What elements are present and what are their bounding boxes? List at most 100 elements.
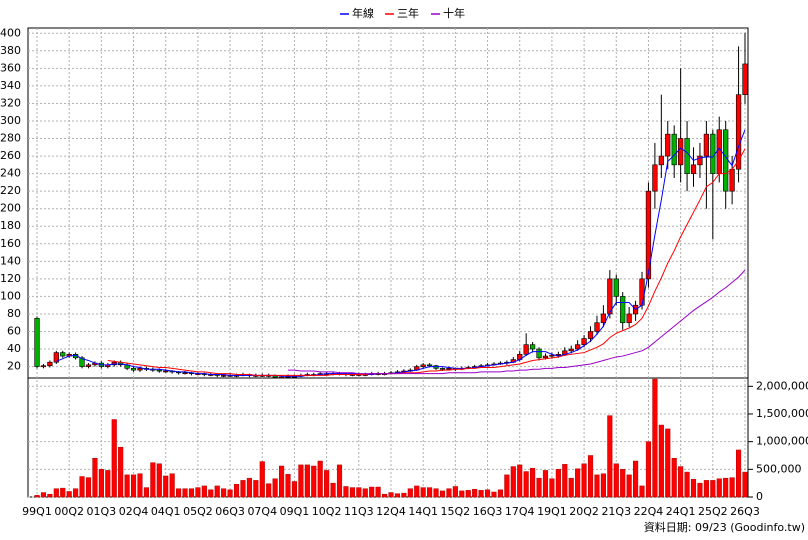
volume-bar — [555, 469, 561, 498]
volume-bar — [227, 489, 233, 498]
volume-bar — [710, 480, 716, 498]
volume-bar — [291, 481, 298, 498]
candle-body — [587, 331, 594, 339]
volume-bar — [143, 487, 149, 498]
candle-body — [607, 278, 613, 315]
candle-body — [439, 368, 446, 370]
volume-bar — [304, 464, 310, 498]
volume-bar — [446, 488, 452, 498]
volume-bar — [620, 469, 626, 498]
volume-bar — [266, 483, 272, 498]
legend-label: 年線 — [352, 6, 374, 20]
y-tick-label: 220 — [0, 184, 21, 197]
candle-body — [420, 364, 426, 367]
moving-average-line — [56, 129, 746, 377]
volume-bar — [723, 477, 729, 498]
candle-body — [34, 318, 40, 367]
volume-bar — [124, 474, 130, 498]
volume-bar — [130, 474, 137, 498]
candle-body — [278, 376, 285, 378]
volume-bar — [150, 462, 156, 498]
candle-body — [652, 164, 658, 192]
volume-bar — [658, 424, 664, 498]
candle-body — [182, 372, 188, 375]
volume-bar — [233, 484, 240, 498]
volume-bar — [652, 378, 658, 498]
volume-bar — [53, 488, 59, 498]
candle-body — [626, 313, 632, 324]
volume-bar — [542, 470, 549, 498]
volume-bar — [388, 492, 394, 498]
volume-bar — [362, 488, 368, 498]
volume-bar — [639, 485, 645, 498]
y-tick-label: 180 — [0, 219, 21, 232]
legend-label: 十年 — [443, 6, 465, 20]
volume-bar — [73, 488, 79, 498]
candle-body — [427, 364, 433, 367]
y-tick-label: 360 — [0, 61, 21, 74]
y-tick-label: 340 — [0, 79, 21, 92]
candle-body — [568, 348, 574, 352]
candle-body — [723, 129, 729, 192]
volume-bar — [285, 474, 291, 498]
candle-body — [53, 352, 59, 363]
y-tick-label: 2,000,000 — [756, 379, 808, 392]
y-tick-label: 140 — [0, 254, 21, 267]
y-tick-label: 400 — [0, 26, 21, 39]
y-tick-label: 1,000,000 — [756, 435, 808, 448]
volume-bar — [240, 480, 246, 498]
volume-bar — [671, 458, 677, 498]
volume-bar — [40, 492, 47, 498]
volume-bar — [79, 476, 85, 498]
volume-bar — [491, 491, 497, 498]
x-tick-label: 17Q4 — [505, 505, 535, 518]
candle-body — [47, 361, 53, 367]
volume-bar — [111, 419, 117, 498]
candle-body — [645, 190, 652, 280]
y-tick-label: 1,500,000 — [756, 407, 808, 420]
volume-bar — [478, 490, 484, 498]
x-tick-label: 19Q1 — [537, 505, 567, 518]
volume-bar — [298, 464, 304, 498]
candle-body — [671, 133, 677, 166]
candle-body — [729, 168, 735, 192]
x-tick-label: 02Q4 — [119, 505, 149, 518]
volume-bar — [105, 470, 111, 498]
x-tick-label: 09Q1 — [280, 505, 310, 518]
volume-bar — [439, 490, 446, 498]
y-tick-label: 160 — [0, 237, 21, 250]
volume-bar — [530, 467, 536, 498]
volume-bar — [665, 428, 671, 498]
candle-body — [600, 313, 607, 324]
candle-body — [542, 355, 549, 359]
volume-bar — [317, 460, 323, 498]
volume-bar — [504, 474, 510, 498]
volume-bar — [85, 477, 92, 498]
volume-bar — [336, 464, 343, 498]
x-tick-label: 26Q3 — [730, 505, 760, 518]
candle-body — [163, 370, 169, 373]
x-tick-label: 15Q2 — [441, 505, 471, 518]
x-tick-label: 24Q1 — [666, 505, 696, 518]
volume-bar — [66, 491, 72, 498]
volume-bar — [401, 492, 407, 498]
candle-body — [658, 155, 664, 166]
x-tick-label: 16Q3 — [473, 505, 503, 518]
x-tick-label: 99Q1 — [22, 505, 52, 518]
y-tick-label: 0 — [756, 490, 763, 503]
candle-body — [79, 357, 85, 367]
volume-bar — [369, 486, 375, 498]
moving-average-line — [288, 269, 746, 375]
volume-bar — [703, 480, 709, 498]
volume-bar — [587, 455, 594, 498]
volume-bar — [98, 469, 104, 498]
volume-bar — [272, 478, 278, 498]
volume-bar — [156, 463, 162, 498]
candle-body — [156, 369, 162, 372]
volume-bar — [575, 468, 581, 498]
volume-bar — [279, 465, 285, 498]
volume-bar — [60, 487, 66, 498]
candle-body — [40, 365, 47, 368]
candle-body — [594, 322, 600, 332]
candle-body — [697, 155, 703, 166]
